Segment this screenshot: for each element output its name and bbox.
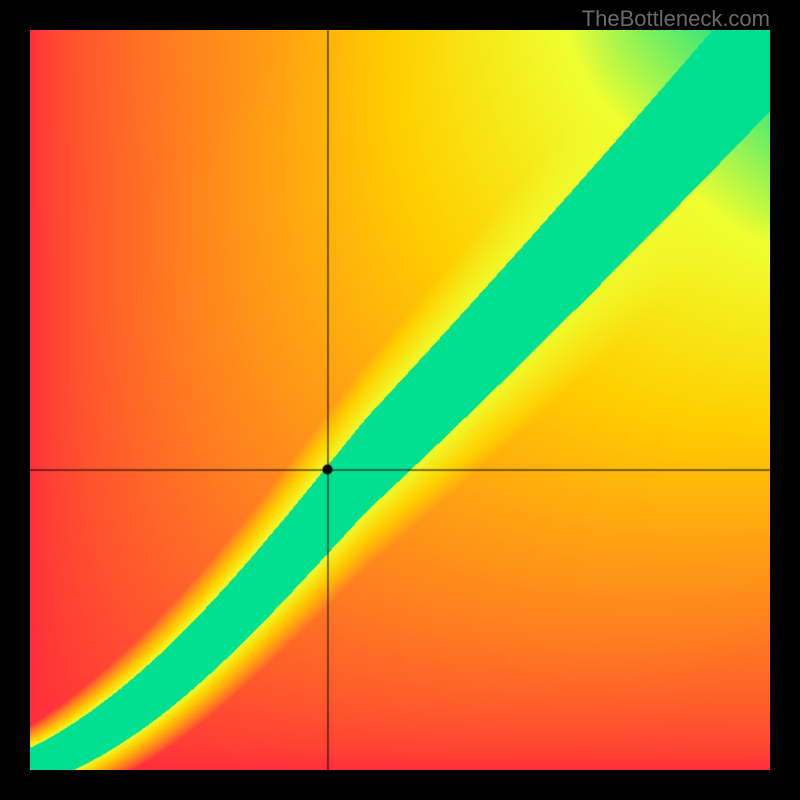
heatmap-canvas xyxy=(30,30,770,770)
chart-container: TheBottleneck.com xyxy=(0,0,800,800)
heatmap-chart xyxy=(30,30,770,770)
watermark-text: TheBottleneck.com xyxy=(582,6,770,32)
